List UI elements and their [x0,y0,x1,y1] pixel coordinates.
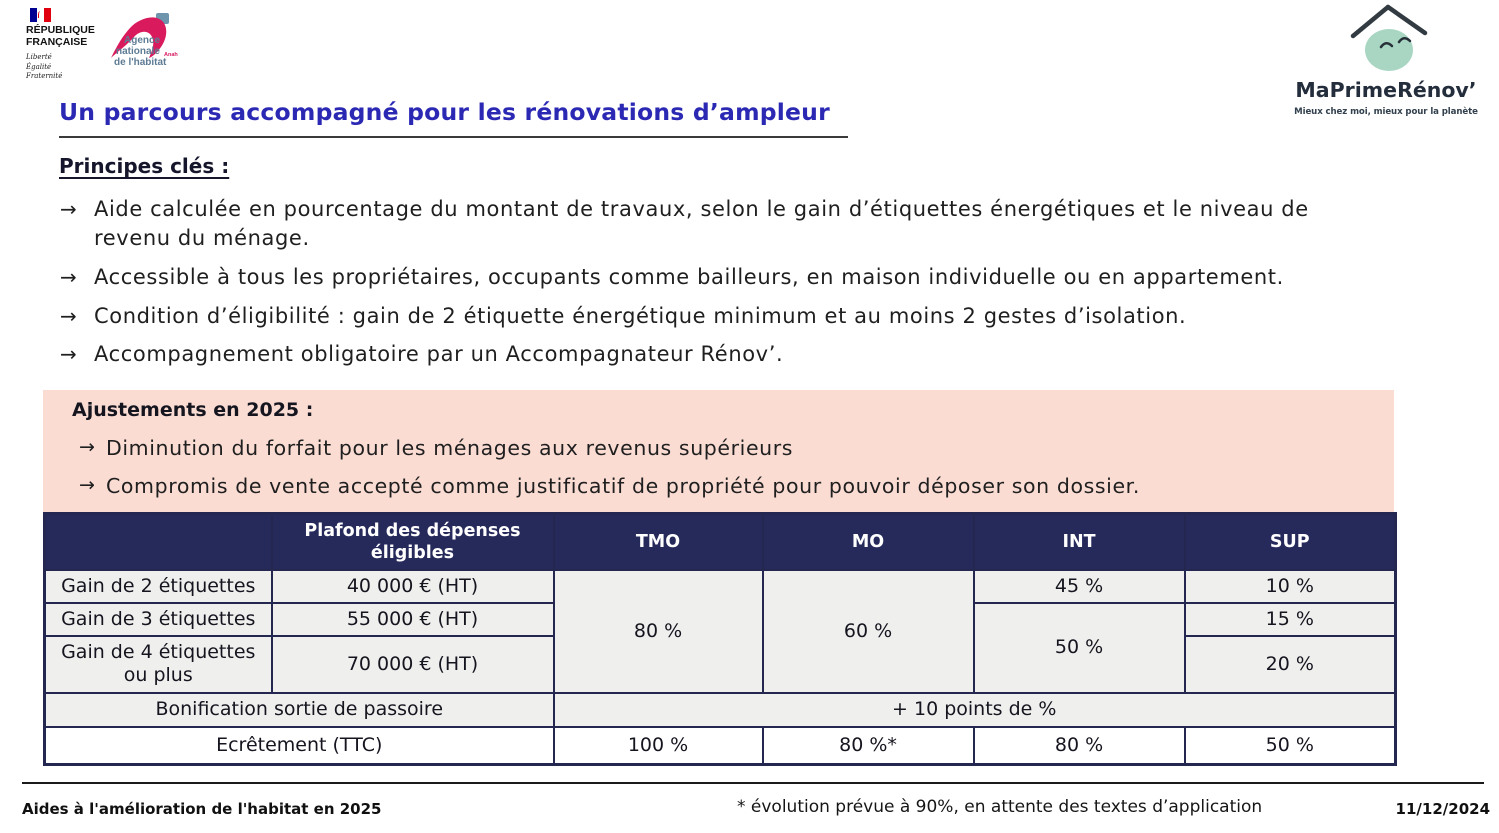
republique-line1: RÉPUBLIQUE [26,24,95,36]
cell-ecretement-mo: 80 %* [761,725,975,766]
motto-egalite: Égalité [26,62,52,71]
table-row-gain4: Gain de 4 étiquettes ou plus 70 000 € (H… [43,634,1397,694]
table-row-gain3: Gain de 3 étiquettes 55 000 € (HT) 50 % … [43,601,1397,694]
bullet-text: Aide calculée en pourcentage du montant … [94,197,1309,250]
principes-bullet-4: → Accompagnement obligatoire par un Acco… [60,340,783,369]
table-row-bonification: Bonification sortie de passoire + 10 poi… [43,691,1397,728]
principes-bullet-1: → Aide calculée en pourcentage du montan… [60,195,1460,253]
republique-line2: FRANÇAISE [26,35,88,48]
ajustements-box [43,390,1394,512]
republique-name: RÉPUBLIQUE FRANÇAISE [26,24,110,48]
footer-footnote: * évolution prévue à 90%, en attente des… [737,797,1263,817]
maprimerenov-tagline: Mieux chez moi, mieux pour la planète [1294,107,1478,117]
arrow-bullet-icon: → [60,304,77,328]
bullet-text: Accompagnement obligatoire par un Accomp… [94,342,784,366]
bullet-text: Compromis de vente accepté comme justifi… [106,474,1140,498]
cell-ecretement-sup: 50 % [1183,725,1397,766]
footer-divider [22,782,1484,784]
motto-fraternite: Fraternité [26,72,63,80]
anah-swoosh-icon [111,13,169,58]
cell-gain2-sup: 10 % [1183,568,1397,604]
cell-ecretement-label: Ecrêtement (TTC) [43,725,555,766]
cell-ecretement-tmo: 100 % [552,725,764,766]
footer-title: Aides à l'amélioration de l'habitat en 2… [22,800,382,818]
maprimerenov-wordmark: MaPrimeRénov’ Mieux chez moi, mieux pour… [1278,78,1494,117]
header-int: INT [972,512,1186,571]
cell-gain3-plafond: 55 000 € (HT) [270,601,555,637]
principes-bullet-3: → Condition d’éligibilité : gain de 2 ét… [60,302,1186,331]
header-sup: SUP [1183,512,1397,571]
bullet-text: Condition d’éligibilité : gain de 2 étiq… [94,304,1187,328]
cell-bonification-label: Bonification sortie de passoire [43,691,555,728]
bullet-text: Diminution du forfait pour les ménages a… [106,436,794,460]
anah-line1: Agence [124,35,161,46]
table-header-row: Plafond des dépenses éligibles TMO MO IN… [43,512,1397,571]
cell-gain3-sup: 15 % [1183,601,1397,637]
title-underline [59,136,848,138]
ajustements-heading: Ajustements en 2025 : [72,399,314,421]
arrow-bullet-icon: → [60,197,77,221]
anah-line2: nationale [116,46,160,57]
header-plafond: Plafond des dépenses éligibles [270,512,555,571]
header-tmo: TMO [552,512,764,571]
table-row-ecretement: Ecrêtement (TTC) 100 % 80 %* 80 % 50 % [43,725,1397,766]
republique-francaise-logo: RÉPUBLIQUE FRANÇAISE Liberté Égalité Fra… [26,8,110,82]
principes-bullet-2: → Accessible à tous les propriétaires, o… [60,263,1284,292]
cell-ecretement-int: 80 % [972,725,1186,766]
page-title: Un parcours accompagné pour les rénovati… [59,98,830,126]
cell-int-merged: 50 % [972,601,1186,694]
cell-gain3-label: Gain de 3 étiquettes [43,601,273,637]
french-flag-icon [30,8,51,22]
cell-gain2-plafond: 40 000 € (HT) [270,568,555,604]
arrow-bullet-icon: → [79,436,95,458]
cell-bonification-value: + 10 points de % [552,691,1397,728]
header-mo: MO [761,512,975,571]
arrow-bullet-icon: → [79,474,95,496]
maprimerenov-title: MaPrimeRénov’ [1295,78,1477,102]
motto-liberte: Liberté [26,53,52,61]
cell-gain2-label: Gain de 2 étiquettes [43,568,273,604]
cell-gain4-label: Gain de 4 étiquettes ou plus [43,634,273,694]
table-row-gain2: Gain de 2 étiquettes 40 000 € (HT) 80 % … [43,568,1397,694]
bullet-text: Accessible à tous les propriétaires, occ… [94,265,1284,289]
maprimerenov-logo-icon [1340,0,1472,82]
ajustements-bullet-1: → Diminution du forfait pour les ménages… [79,436,793,460]
anah-brand: Anah [164,52,178,58]
anah-logo: Agence nationale de l'habitat Anah [106,6,198,76]
ajustements-bullet-2: → Compromis de vente accepté comme justi… [79,474,1140,498]
aid-rates-table: Plafond des dépenses éligibles TMO MO IN… [43,512,1397,766]
cell-gain4-sup: 20 % [1183,634,1397,694]
arrow-bullet-icon: → [60,265,77,289]
cell-gain2-int: 45 % [972,568,1186,604]
cell-tmo-merged: 80 % [552,568,764,694]
arrow-bullet-icon: → [60,342,77,366]
principes-heading: Principes clés : [59,154,230,178]
republique-motto: Liberté Égalité Fraternité [26,53,110,82]
header-empty [43,512,273,571]
cell-mo-merged: 60 % [761,568,975,694]
footer-date: 11/12/2024 [1395,800,1490,818]
anah-line3: de l'habitat [114,57,167,68]
cell-gain4-plafond: 70 000 € (HT) [270,634,555,694]
